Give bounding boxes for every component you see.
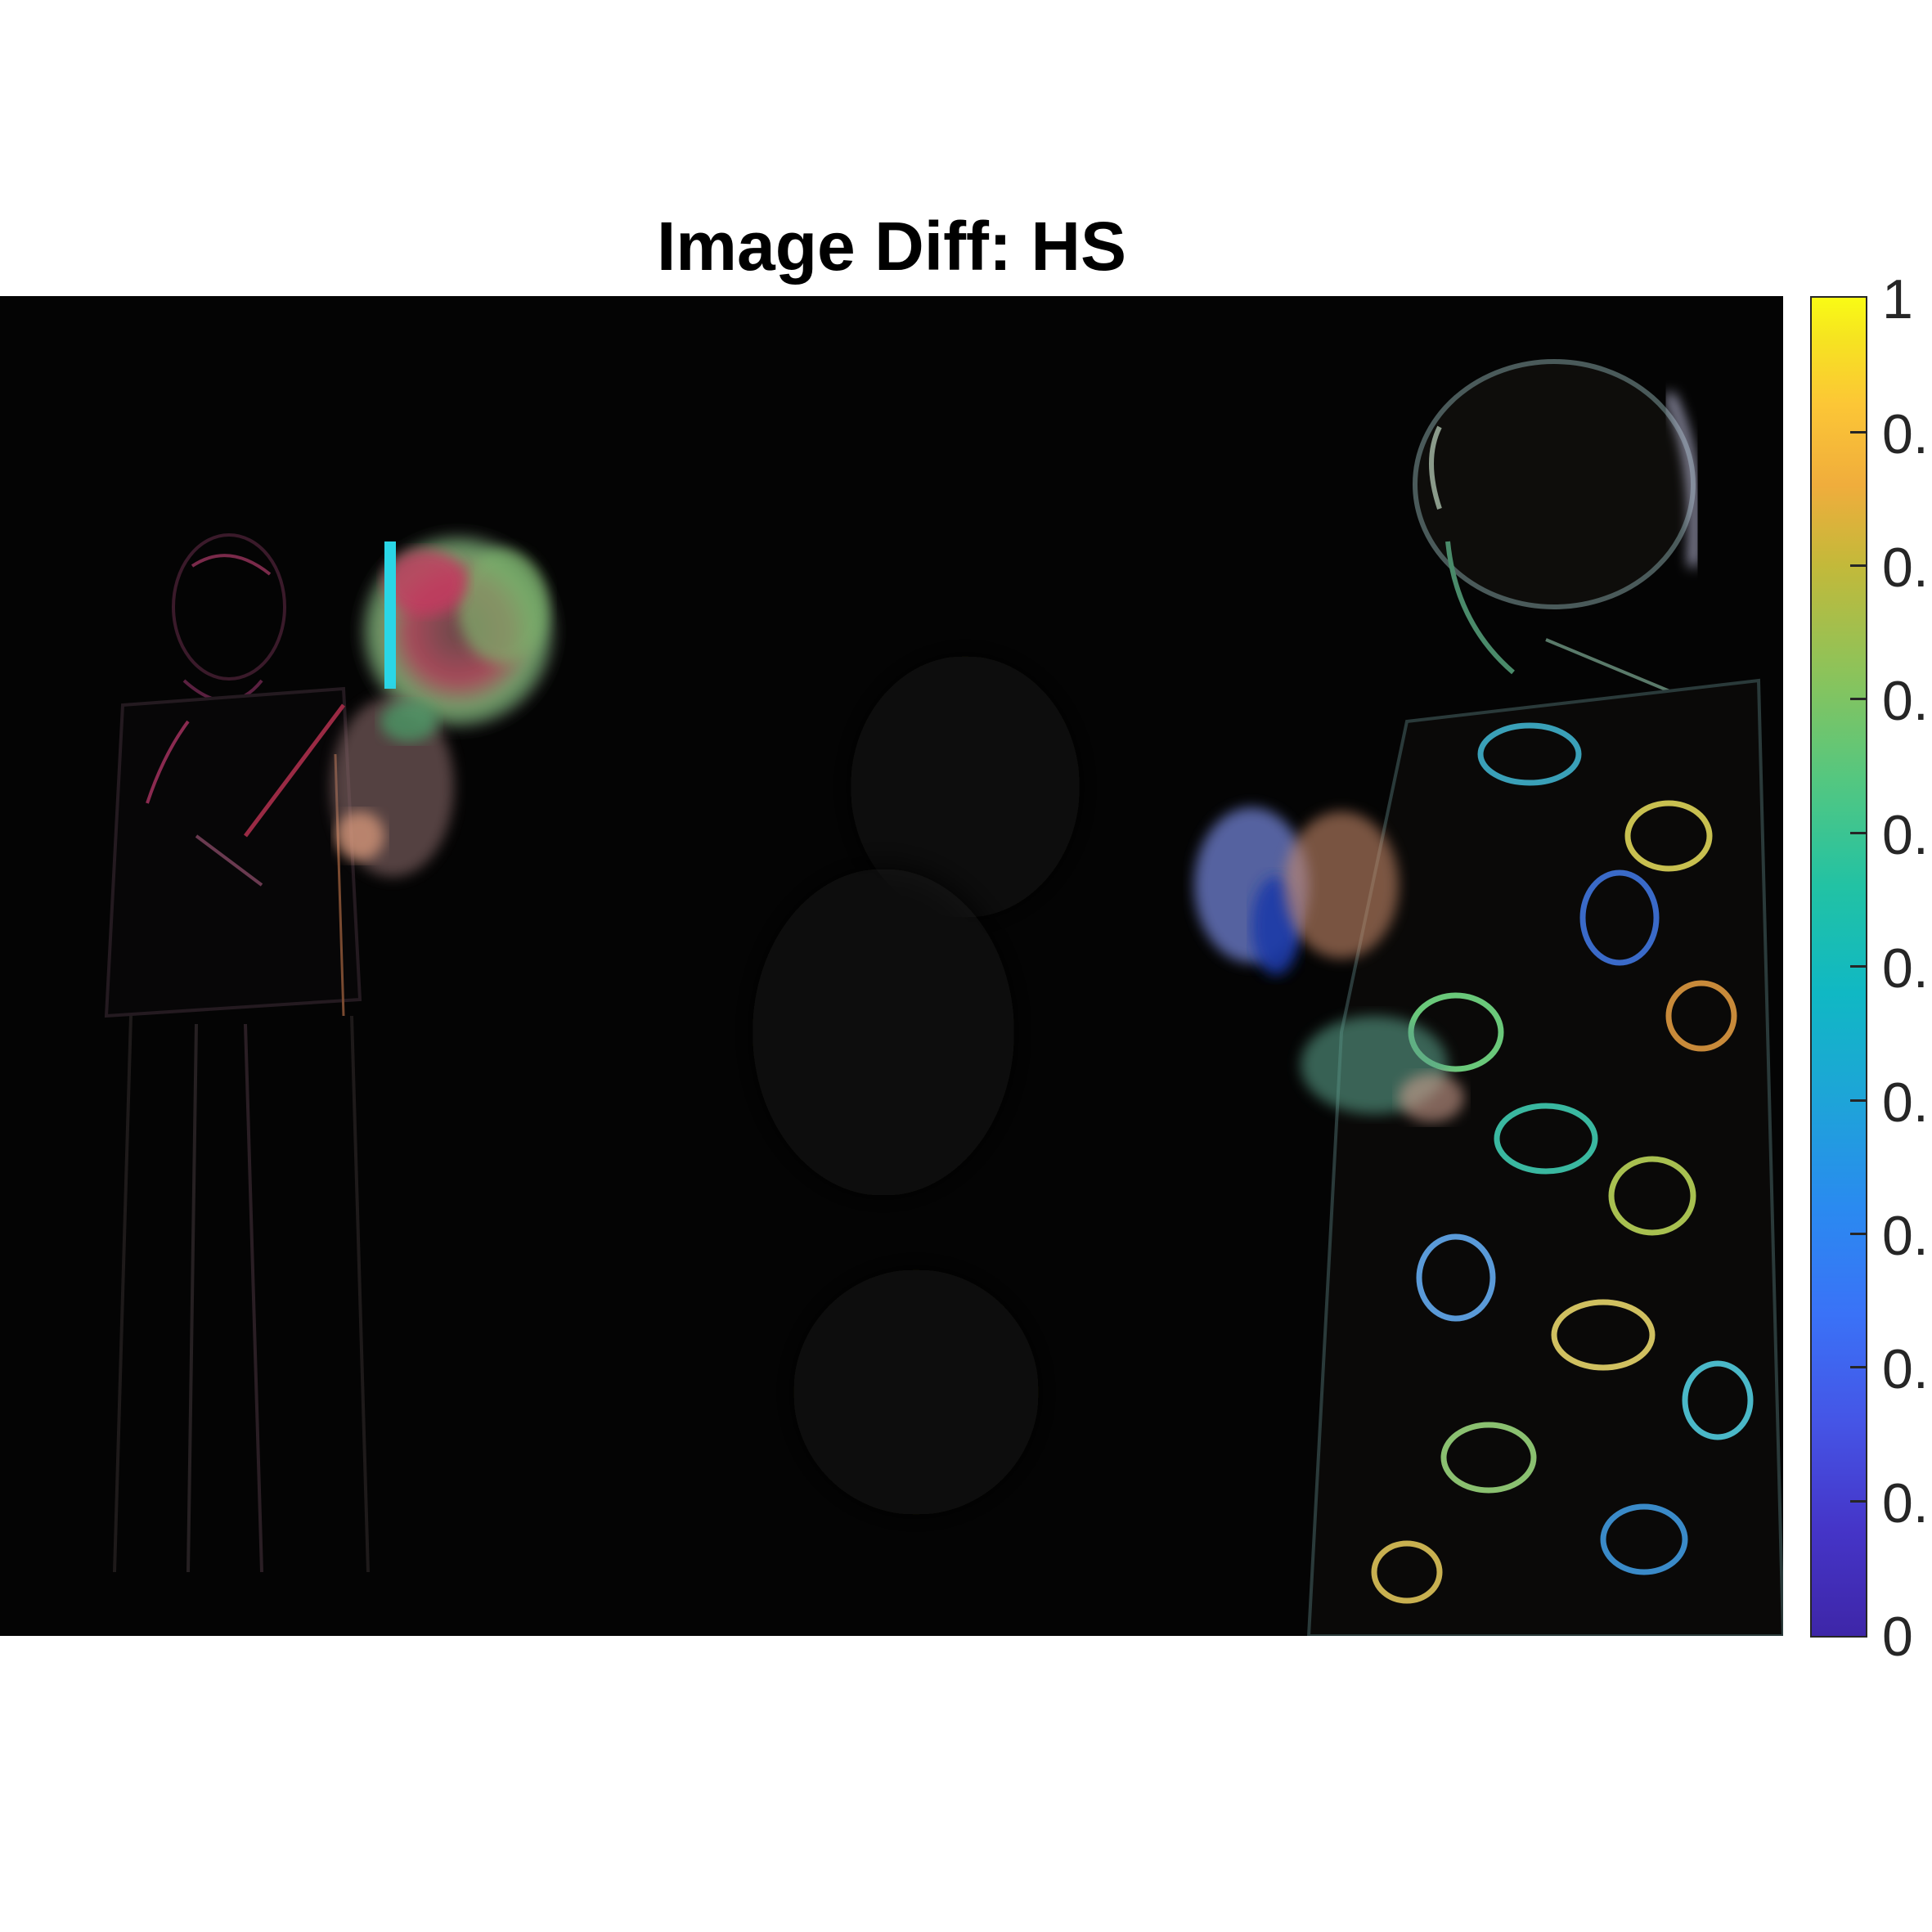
difference-image-two-people-icon [0, 296, 1783, 1636]
ball-object [331, 533, 556, 877]
colorbar-tick-label: 0. [1882, 1205, 1929, 1267]
colorbar-tick [1850, 965, 1866, 968]
colorbar-tick-label: 0 [1882, 1606, 1913, 1668]
colorbar-tick-label: 0. [1882, 1072, 1929, 1134]
colorbar-tick [1850, 1233, 1866, 1235]
colorbar-tick-label: 0. [1882, 1472, 1929, 1534]
colorbar-tick-label: 1 [1882, 268, 1913, 330]
colorbar-tick-label: 0. [1882, 804, 1929, 866]
colorbar-tick-label: 0. [1882, 1338, 1929, 1400]
colorbar-tick [1850, 698, 1866, 700]
right-person-figure [1194, 359, 1783, 1636]
colorbar-tick [1850, 431, 1866, 434]
colorbar-tick [1850, 1366, 1866, 1368]
colorbar-tick [1850, 832, 1866, 834]
colorbar-tick-label: 0. [1882, 937, 1929, 1000]
image-diff-panel [0, 296, 1783, 1636]
colorbar-tick-label: 0. [1882, 403, 1929, 465]
colorbar-tick-label: 0. [1882, 670, 1929, 732]
colorbar-tick [1850, 1500, 1866, 1503]
colorbar-tick-label: 0. [1882, 537, 1929, 599]
figure-title: Image Diff: HS [656, 208, 1127, 285]
colorbar-tick [1850, 564, 1866, 567]
colorbar-tick [1850, 1099, 1866, 1102]
left-person-figure [104, 533, 370, 1573]
